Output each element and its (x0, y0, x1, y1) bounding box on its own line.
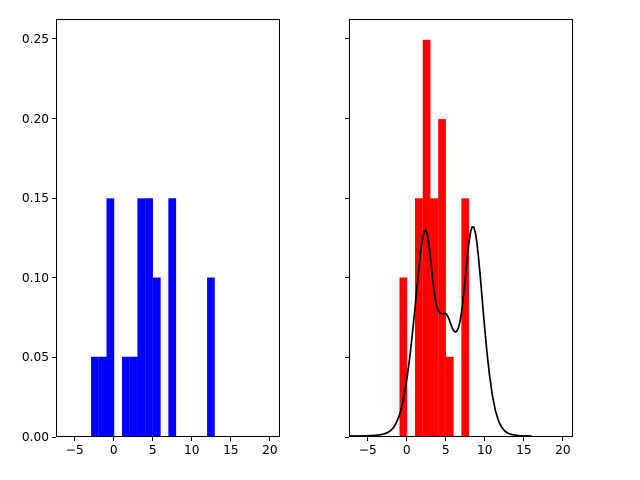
x-tick-label: 10 (477, 443, 493, 457)
x-tick-label: 10 (184, 443, 200, 457)
x-tick-mark (152, 437, 154, 441)
y-tick-mark (345, 436, 349, 438)
right-plot-canvas (350, 39, 532, 436)
x-tick-mark (191, 437, 193, 441)
histogram-bar (445, 356, 454, 436)
y-tick-mark (52, 38, 56, 40)
x-tick-mark (230, 437, 232, 441)
x-tick-mark (484, 437, 486, 441)
y-tick-mark (52, 197, 56, 199)
histogram-bar (207, 277, 215, 436)
histogram-bar (152, 277, 161, 436)
x-tick-mark (562, 437, 564, 441)
histogram-bar (137, 198, 146, 436)
histogram-bar (422, 39, 431, 436)
histogram-bar (399, 277, 408, 436)
histogram-bar (145, 198, 153, 436)
x-tick-label: 0 (402, 443, 411, 457)
x-tick-mark (406, 437, 408, 441)
x-tick-mark (74, 437, 76, 441)
y-tick-label: 0.25 (21, 31, 49, 46)
right-subplot-axes (349, 19, 573, 437)
y-tick-label: 0.20 (21, 111, 49, 126)
histogram-bar (106, 198, 115, 436)
x-tick-mark (269, 437, 271, 441)
histogram-bar (438, 119, 446, 436)
histogram-bar (98, 356, 107, 436)
kde-density-curve (350, 225, 532, 436)
left-plot-canvas (91, 198, 215, 436)
x-tick-label: 15 (516, 443, 532, 457)
histogram-bar (430, 198, 439, 436)
x-tick-label: 5 (441, 443, 450, 457)
x-tick-label: −5 (358, 443, 377, 457)
x-tick-label: 15 (223, 443, 239, 457)
y-tick-mark (345, 38, 349, 40)
y-tick-mark (52, 118, 56, 120)
histogram-bar (121, 356, 130, 436)
y-tick-label: 0.05 (21, 350, 49, 365)
histogram-bar (91, 356, 99, 436)
x-tick-mark (113, 437, 115, 441)
x-tick-label: −5 (65, 443, 84, 457)
x-tick-label: 5 (148, 443, 157, 457)
x-tick-mark (367, 437, 369, 441)
y-tick-mark (345, 118, 349, 120)
y-tick-label: 0.10 (21, 270, 49, 285)
y-tick-label: 0.00 (21, 429, 49, 444)
y-tick-mark (345, 356, 349, 358)
histogram-bar (414, 198, 423, 436)
y-tick-mark (52, 356, 56, 358)
x-tick-label: 0 (109, 443, 118, 457)
x-tick-label: 20 (262, 443, 278, 457)
left-subplot-axes (56, 19, 280, 437)
histogram-bar (129, 356, 138, 436)
x-tick-mark (523, 437, 525, 441)
y-tick-mark (345, 197, 349, 199)
histogram-bar (461, 198, 470, 436)
y-tick-mark (52, 277, 56, 279)
x-tick-mark (445, 437, 447, 441)
y-tick-mark (345, 277, 349, 279)
y-tick-mark (52, 436, 56, 438)
y-tick-label: 0.15 (21, 191, 49, 206)
histogram-bar (168, 198, 177, 436)
x-tick-label: 20 (555, 443, 571, 457)
